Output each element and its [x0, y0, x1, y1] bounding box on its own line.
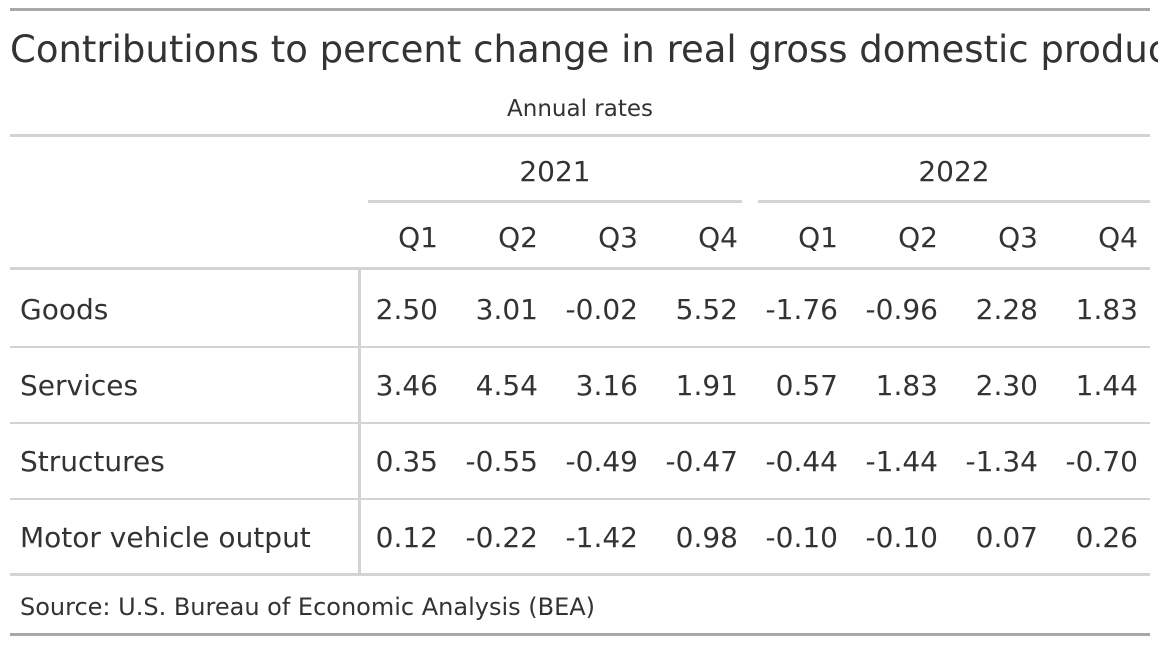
row-label: Services [20, 369, 139, 402]
table-cell: -0.70 [1065, 445, 1138, 478]
row-label: Goods [20, 293, 109, 326]
spanner-underline [368, 200, 742, 203]
header-top-rule [10, 134, 1150, 137]
column-header: Q2 [898, 221, 938, 254]
table-cell: 0.07 [975, 521, 1038, 554]
table-cell: -1.76 [765, 293, 838, 326]
column-header: Q2 [498, 221, 538, 254]
table-cell: 3.16 [575, 369, 638, 402]
table-cell: 1.83 [875, 369, 938, 402]
table-cell: 3.01 [475, 293, 538, 326]
row-divider [10, 498, 1150, 500]
column-header: Q4 [1098, 221, 1138, 254]
table-cell: 2.30 [975, 369, 1038, 402]
table-cell: -0.10 [765, 521, 838, 554]
table-cell: 0.26 [1075, 521, 1138, 554]
spanner-label: 2021 [519, 155, 591, 188]
stub-divider [358, 270, 361, 573]
column-header: Q3 [998, 221, 1038, 254]
spanner-underline [758, 200, 1150, 203]
table-cell: 0.57 [775, 369, 838, 402]
table-cell: -0.44 [765, 445, 838, 478]
table-cell: -1.34 [965, 445, 1038, 478]
table-cell: 2.50 [375, 293, 438, 326]
row-label: Motor vehicle output [20, 521, 311, 554]
table-cell: 0.98 [675, 521, 738, 554]
table-cell: -0.22 [465, 521, 538, 554]
table-title: Contributions to percent change in real … [10, 28, 1158, 71]
row-divider [10, 346, 1150, 348]
table-cell: -0.96 [865, 293, 938, 326]
gdp-contributions-table: Contributions to percent change in real … [10, 0, 1158, 646]
column-header: Q1 [798, 221, 838, 254]
table-cell: 0.12 [375, 521, 438, 554]
table-cell: 1.44 [1075, 369, 1138, 402]
row-divider [10, 422, 1150, 424]
column-header: Q1 [398, 221, 438, 254]
body-top-rule [10, 267, 1150, 270]
table-cell: 5.52 [675, 293, 738, 326]
table-subtitle: Annual rates [507, 96, 653, 122]
table-cell: 2.28 [975, 293, 1038, 326]
body-bottom-rule [10, 573, 1150, 576]
spanner-label: 2022 [918, 155, 990, 188]
table-cell: -0.49 [565, 445, 638, 478]
table-cell: 0.35 [375, 445, 438, 478]
table-cell: 4.54 [475, 369, 538, 402]
table-bottom-rule [10, 633, 1150, 636]
column-header: Q4 [698, 221, 738, 254]
table-cell: -0.55 [465, 445, 538, 478]
table-cell: -0.47 [665, 445, 738, 478]
table-cell: -0.02 [565, 293, 638, 326]
table-cell: 1.83 [1075, 293, 1138, 326]
source-note: Source: U.S. Bureau of Economic Analysis… [20, 593, 596, 621]
table-cell: -1.44 [865, 445, 938, 478]
table-top-rule [10, 8, 1150, 11]
table-cell: -0.10 [865, 521, 938, 554]
table-cell: -1.42 [565, 521, 638, 554]
row-label: Structures [20, 445, 165, 478]
table-cell: 1.91 [675, 369, 738, 402]
table-cell: 3.46 [375, 369, 438, 402]
column-header: Q3 [598, 221, 638, 254]
